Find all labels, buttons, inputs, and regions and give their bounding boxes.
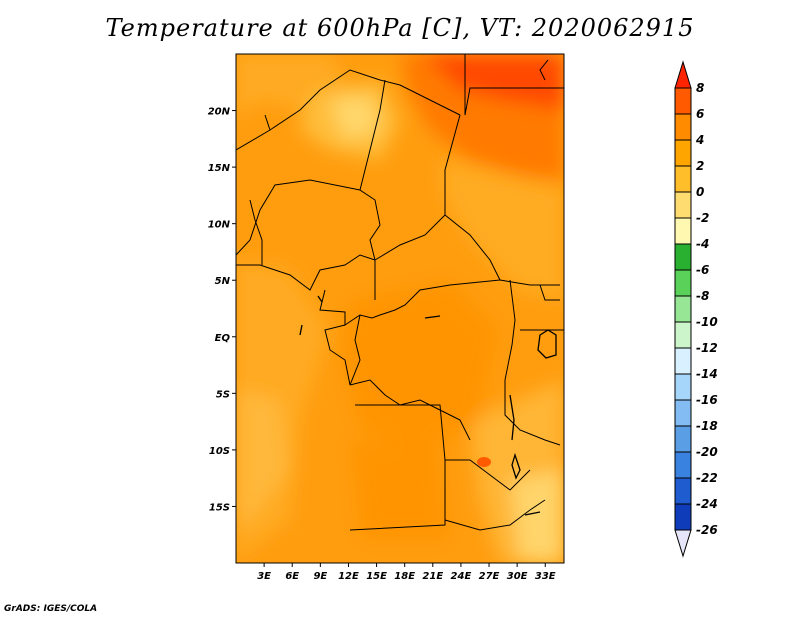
colorbar-swatch [674, 477, 692, 505]
y-tick-label: 15N [208, 163, 231, 174]
country-boundaries [236, 54, 564, 531]
colorbar-swatch [674, 113, 692, 141]
colorbar-label: 8 [696, 81, 704, 95]
y-tick-label: EQ [215, 333, 231, 344]
x-tick-label: 9E [313, 571, 327, 582]
x-tick-label: 3E [257, 571, 271, 582]
colorbar-label: 2 [696, 159, 704, 173]
x-tick-label: 18E [394, 571, 415, 582]
colorbar-swatch [674, 321, 692, 349]
lake-outlines [299, 295, 557, 516]
colorbar-swatch [674, 269, 692, 297]
colorbar: 8 6 4 2 0 -2 -4 -6 -8 -10 -12 -14 -16 -18 -20 -22 -24 -26 [674, 60, 718, 558]
colorbar-label: -8 [696, 289, 709, 303]
x-tick-label: 33E [535, 571, 556, 582]
longitude-axis: 3E 6E 9E 12E 15E 18E 21E 24E 27E 30E 33E [257, 563, 556, 582]
colorbar-swatch [674, 139, 692, 167]
map-title: Temperature at 600hPa [C], VT: 202006291… [105, 14, 695, 42]
y-tick-label: 15S [209, 502, 230, 513]
y-tick-label: 5N [215, 276, 231, 287]
colorbar-label: -6 [696, 263, 709, 277]
x-tick-label: 27E [479, 571, 500, 582]
colorbar-label: -16 [696, 393, 718, 407]
colorbar-swatch [674, 347, 692, 375]
colorbar-label: 4 [695, 133, 704, 147]
y-tick-label: 10S [209, 446, 230, 457]
colorbar-swatch [674, 373, 692, 401]
colorbar-label: -10 [696, 315, 718, 329]
colorbar-swatch [674, 425, 692, 453]
x-tick-label: 30E [507, 571, 528, 582]
colorbar-label: -12 [696, 341, 718, 355]
x-tick-label: 21E [422, 571, 443, 582]
colorbar-swatch [674, 243, 692, 271]
colorbar-swatch [674, 87, 692, 115]
colorbar-label: -20 [696, 445, 718, 459]
colorbar-swatch [674, 295, 692, 323]
colorbar-label: -18 [696, 419, 718, 433]
colorbar-bottom-arrow [674, 529, 692, 558]
colorbar-label: 6 [696, 107, 704, 121]
latitude-axis: 20N 15N 10N 5N EQ 5S 10S 15S [208, 107, 236, 513]
temperature-field [236, 54, 564, 563]
colorbar-top-arrow [674, 60, 692, 89]
colorbar-swatch [674, 451, 692, 479]
colorbar-swatch [674, 503, 692, 531]
colorbar-label: -22 [696, 471, 718, 485]
colorbar-swatch [674, 191, 692, 219]
colorbar-swatch [674, 217, 692, 245]
x-tick-label: 24E [451, 571, 472, 582]
map-frame [235, 53, 565, 564]
y-tick-label: 20N [208, 107, 231, 118]
x-tick-label: 6E [285, 571, 299, 582]
colorbar-label: 0 [696, 185, 704, 199]
x-tick-label: 15E [366, 571, 387, 582]
colorbar-label: -26 [696, 523, 718, 537]
y-tick-label: 10N [208, 220, 231, 231]
x-tick-label: 12E [338, 571, 359, 582]
y-tick-label: 5S [216, 389, 230, 400]
colorbar-label: -2 [696, 211, 709, 225]
grads-credit: GrADS: IGES/COLA [4, 604, 98, 614]
colorbar-swatch [674, 399, 692, 427]
colorbar-swatch [674, 165, 692, 193]
colorbar-label: -14 [696, 367, 718, 381]
colorbar-label: -4 [696, 237, 709, 251]
colorbar-label: -24 [696, 497, 718, 511]
